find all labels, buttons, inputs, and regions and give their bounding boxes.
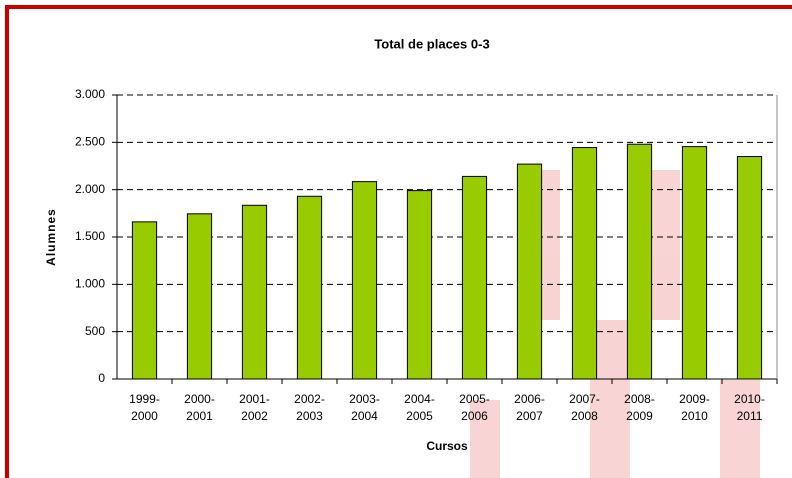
x-tick-label: 2003-2004 bbox=[349, 392, 380, 423]
x-tick-label: 2008-2009 bbox=[624, 392, 655, 423]
bar bbox=[626, 143, 653, 380]
watermark-shape bbox=[470, 400, 500, 478]
chart-title: Total de places 0-3 bbox=[374, 36, 489, 51]
x-tick-label: 2010-2011 bbox=[734, 392, 765, 423]
bar bbox=[186, 213, 213, 380]
x-tick-label: 2009-2010 bbox=[679, 392, 710, 423]
bar bbox=[296, 195, 323, 380]
x-tick-label: 2002-2003 bbox=[294, 392, 325, 423]
y-tick-label: 2.000 bbox=[75, 182, 105, 196]
x-tick-label: 2007-2008 bbox=[569, 392, 600, 423]
y-tick-label: 500 bbox=[85, 324, 105, 338]
bar bbox=[736, 156, 763, 380]
bar bbox=[241, 204, 268, 380]
x-tick-label: 2005-2006 bbox=[459, 392, 490, 423]
bar bbox=[681, 146, 708, 380]
bar bbox=[131, 221, 158, 380]
x-tick-label: 1999-2000 bbox=[129, 392, 160, 423]
watermark-shape bbox=[720, 380, 760, 478]
y-tick-label: 2.500 bbox=[75, 135, 105, 149]
x-tick-label: 2001-2002 bbox=[239, 392, 270, 423]
bar bbox=[461, 175, 488, 380]
frame-left bbox=[5, 5, 9, 478]
y-tick-label: 1.500 bbox=[75, 229, 105, 243]
bar bbox=[351, 181, 378, 380]
x-tick-label: 2000-2001 bbox=[184, 392, 215, 423]
bar bbox=[516, 163, 543, 380]
x-axis-label: Cursos bbox=[426, 439, 468, 453]
x-tick-label: 2006-2007 bbox=[514, 392, 545, 423]
y-tick-label: 1.000 bbox=[75, 277, 105, 291]
y-tick-label: 0 bbox=[98, 371, 105, 385]
bar bbox=[406, 190, 433, 380]
bar bbox=[571, 147, 598, 380]
watermark bbox=[470, 170, 760, 478]
frame-top bbox=[5, 5, 792, 9]
x-tick-label: 2004-2005 bbox=[404, 392, 435, 423]
y-axis-label: Alumnes bbox=[44, 208, 58, 266]
y-tick-label: 3.000 bbox=[75, 87, 105, 101]
